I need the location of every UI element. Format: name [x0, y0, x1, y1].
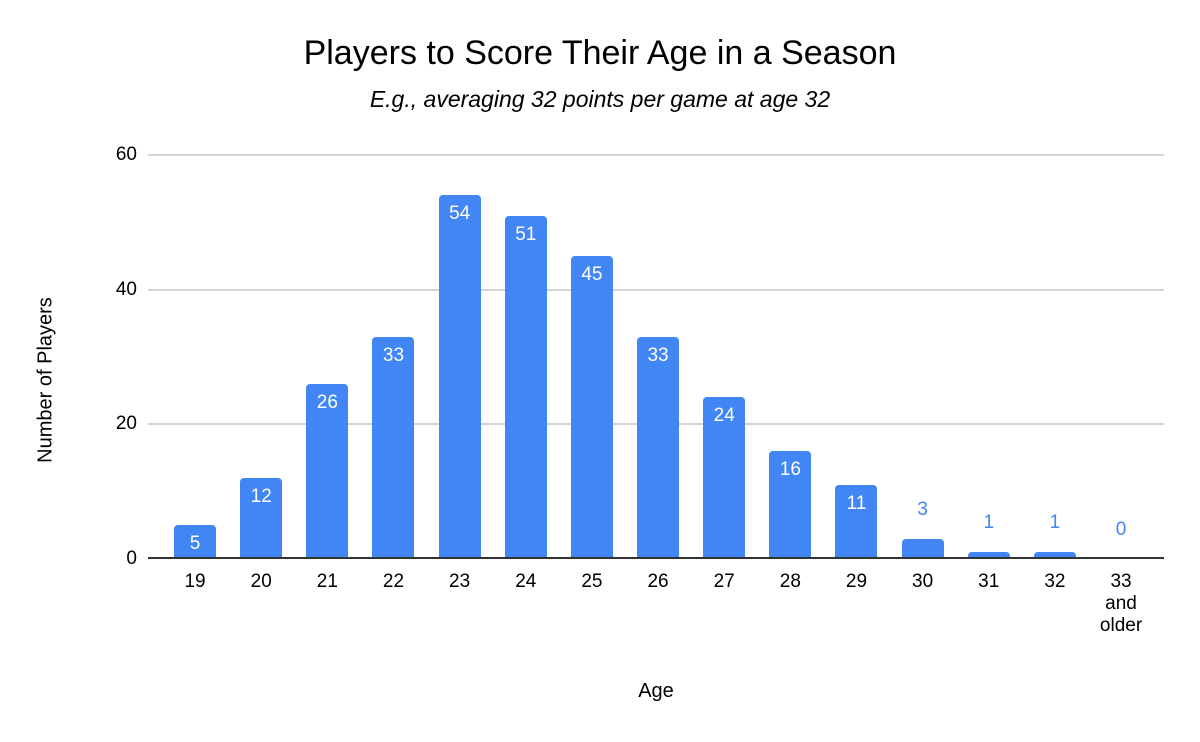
bar-group-30: 3 30 [890, 155, 956, 592]
bar-group-26: 33 26 [625, 155, 691, 592]
x-tick-label-30: 30 [912, 571, 934, 592]
bar [240, 478, 283, 559]
bar [174, 525, 217, 559]
y-axis-title: Number of Players [34, 297, 57, 463]
x-tick-label-31: 31 [978, 571, 1000, 592]
x-tick-label-23: 23 [449, 571, 471, 592]
x-tick-label-33: 33 and older [1099, 571, 1143, 636]
x-tick-label-21: 21 [316, 571, 338, 592]
bars-row: 5 19 12 20 26 21 33 22 54 23 51 24 45 25 33 26 24 27 16 28 1… [148, 155, 1164, 636]
bar-value-label: 0 [1115, 519, 1127, 540]
chart-subtitle: E.g., averaging 32 points per game at ag… [369, 86, 831, 112]
bar [967, 552, 1010, 559]
x-tick-label-27: 27 [713, 571, 735, 592]
bar [901, 538, 944, 559]
y-tick-label-40: 40 [115, 278, 137, 300]
bar [835, 484, 878, 559]
y-tick-label-20: 20 [115, 413, 137, 435]
y-tick-label-0: 0 [126, 548, 137, 569]
bar-group-24: 51 24 [493, 155, 559, 592]
x-tick-label-19: 19 [184, 571, 206, 592]
bar-value-label: 1 [1049, 512, 1061, 534]
bar [438, 195, 481, 559]
y-tick-label-60: 60 [115, 144, 137, 165]
bar-group-27: 24 27 [691, 155, 757, 592]
bar-group-20: 12 20 [228, 155, 294, 592]
x-tick-label-32: 32 [1044, 571, 1066, 592]
gridline-y40 [148, 289, 1164, 291]
bar [570, 256, 613, 559]
x-tick-label-26: 26 [647, 571, 669, 592]
bar [769, 451, 812, 559]
bar-value-label: 3 [917, 498, 928, 520]
bar [703, 397, 746, 559]
bar-group-28: 16 28 [757, 155, 823, 592]
x-tick-label-22: 22 [382, 571, 405, 592]
x-tick-label-20: 20 [250, 571, 272, 592]
x-tick-label-28: 28 [779, 571, 801, 592]
bar-group-31: 1 31 [956, 155, 1022, 592]
bar-group-32: 1 32 [1022, 155, 1088, 592]
x-tick-label-25: 25 [581, 571, 603, 592]
bar [306, 383, 349, 559]
x-axis-line [148, 557, 1164, 559]
bar [372, 336, 415, 559]
bar-group-33: 0 33 and older [1088, 155, 1154, 636]
bar-group-19: 5 19 [162, 155, 228, 592]
bar-group-21: 26 21 [294, 155, 360, 592]
x-tick-label-29: 29 [845, 571, 868, 592]
plot-area: 5 19 12 20 26 21 33 22 54 23 51 24 45 25 33 26 24 27 16 28 1… [116, 144, 1164, 636]
x-axis-title: Age [638, 680, 674, 702]
x-tick-label-24: 24 [515, 571, 537, 592]
bar-group-29: 11 29 [823, 155, 889, 592]
bar [1033, 552, 1076, 559]
bar-group-22: 33 22 [360, 155, 426, 592]
bar-group-25: 45 25 [559, 155, 625, 592]
gridline-y60 [148, 154, 1164, 156]
bar [637, 336, 680, 559]
chart-title: Players to Score Their Age in a Season [303, 34, 897, 72]
bar-group-23: 54 23 [427, 155, 493, 592]
bar [504, 215, 547, 559]
bar-value-label: 1 [983, 512, 995, 534]
